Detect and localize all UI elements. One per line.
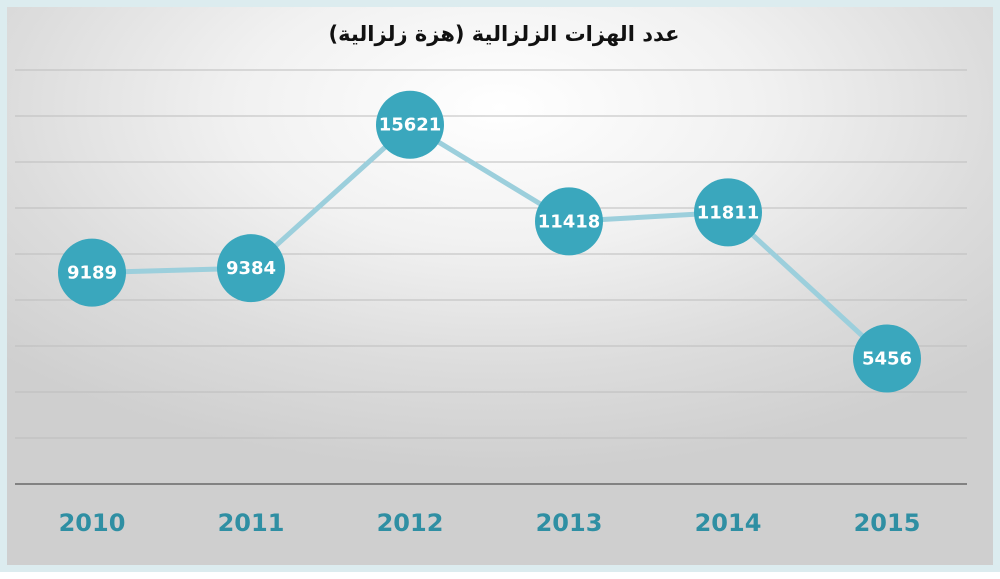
chart-title: عدد الهزات الزلزالية (هزة زلزالية): [329, 22, 680, 46]
data-label: 9384: [226, 258, 276, 279]
series-line: [89, 122, 890, 362]
data-point: [376, 90, 444, 159]
data-point: [694, 178, 762, 247]
gridlines: [15, 69, 967, 485]
x-tick-label: 2010: [59, 509, 126, 537]
x-tick-label: 2012: [377, 509, 444, 537]
data-label: 11811: [697, 202, 760, 223]
x-tick-label: 2013: [536, 509, 603, 537]
x-tick-label: 2011: [218, 509, 285, 537]
x-tick-label: 2015: [854, 509, 921, 537]
data-label: 5456: [862, 349, 912, 370]
line-chart: عدد الهزات الزلزالية (هزة زلزالية) 9189 9…: [15, 22, 967, 537]
data-point: [853, 324, 921, 393]
x-axis: 2010 2011 2012 2013 2014 2015: [59, 509, 921, 537]
data-point: [535, 187, 603, 256]
data-point: [58, 238, 126, 307]
series: 9189 9384 15621 11418 11811 5456: [58, 90, 921, 393]
data-label: 11418: [538, 211, 601, 232]
data-label: 9189: [67, 263, 117, 284]
data-point: [217, 234, 285, 303]
x-tick-label: 2014: [695, 509, 762, 537]
data-label: 15621: [379, 115, 442, 136]
